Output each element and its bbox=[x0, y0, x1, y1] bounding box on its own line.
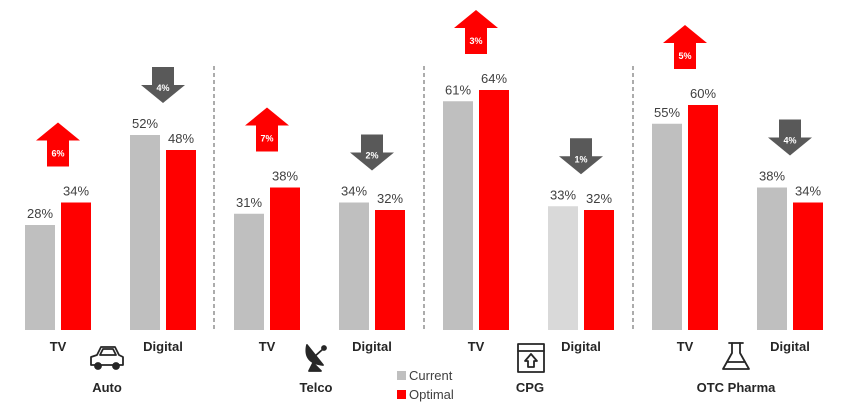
package-icon bbox=[517, 343, 545, 373]
legend-label-current: Current bbox=[409, 368, 453, 383]
data-label-current: 55% bbox=[654, 105, 680, 120]
data-label-current: 52% bbox=[132, 116, 158, 131]
bar-optimal bbox=[584, 210, 614, 330]
bar-current bbox=[234, 213, 264, 330]
category-label: Digital bbox=[770, 339, 810, 354]
group-label: Auto bbox=[92, 380, 122, 395]
change-label: 1% bbox=[574, 154, 587, 164]
bar-current bbox=[548, 206, 578, 330]
decrease-arrow: 2% bbox=[350, 134, 394, 171]
decrease-arrow: 1% bbox=[559, 138, 603, 175]
data-label-current: 28% bbox=[27, 206, 53, 221]
legend-label-optimal: Optimal bbox=[409, 387, 454, 402]
satellite-dish-icon bbox=[305, 344, 327, 372]
legend-swatch-optimal bbox=[397, 390, 406, 399]
bar-optimal bbox=[479, 90, 509, 330]
data-label-current: 33% bbox=[550, 187, 576, 202]
change-label: 5% bbox=[678, 51, 691, 61]
bar-current bbox=[757, 187, 787, 330]
group-label: CPG bbox=[516, 380, 544, 395]
change-label: 4% bbox=[156, 83, 169, 93]
increase-arrow: 5% bbox=[663, 25, 707, 69]
data-label-optimal: 64% bbox=[481, 71, 507, 86]
group-label: Telco bbox=[300, 380, 333, 395]
category-label: TV bbox=[259, 339, 276, 354]
category-label: TV bbox=[677, 339, 694, 354]
group-label: OTC Pharma bbox=[697, 380, 777, 395]
decrease-arrow: 4% bbox=[768, 119, 812, 156]
change-label: 2% bbox=[365, 151, 378, 161]
bar-optimal bbox=[270, 187, 300, 330]
bar-current bbox=[130, 135, 160, 330]
car-icon bbox=[90, 346, 124, 370]
data-label-optimal: 60% bbox=[690, 86, 716, 101]
change-label: 4% bbox=[783, 136, 796, 146]
data-label-optimal: 38% bbox=[272, 169, 298, 184]
data-label-current: 31% bbox=[236, 195, 262, 210]
data-label-optimal: 48% bbox=[168, 131, 194, 146]
bar-current bbox=[652, 123, 682, 330]
data-label-optimal: 32% bbox=[586, 191, 612, 206]
change-label: 7% bbox=[260, 134, 273, 144]
data-label-optimal: 34% bbox=[795, 184, 821, 199]
bar-optimal bbox=[61, 202, 91, 330]
change-label: 6% bbox=[51, 149, 64, 159]
change-label: 3% bbox=[469, 36, 482, 46]
legend-swatch-current bbox=[397, 371, 406, 380]
bar-optimal bbox=[688, 105, 718, 330]
data-label-current: 38% bbox=[759, 169, 785, 184]
bar-current bbox=[25, 225, 55, 330]
bar-optimal bbox=[793, 202, 823, 330]
category-label: Digital bbox=[561, 339, 601, 354]
category-label: Digital bbox=[143, 339, 183, 354]
increase-arrow: 6% bbox=[36, 122, 80, 167]
data-label-optimal: 32% bbox=[377, 191, 403, 206]
legend: Current Optimal bbox=[397, 368, 454, 402]
category-label: TV bbox=[50, 339, 67, 354]
data-label-current: 61% bbox=[445, 82, 471, 97]
bar-optimal bbox=[166, 150, 196, 330]
data-label-optimal: 34% bbox=[63, 184, 89, 199]
bar-current bbox=[443, 101, 473, 330]
flask-icon bbox=[722, 342, 750, 370]
increase-arrow: 7% bbox=[245, 107, 289, 152]
bar-optimal bbox=[375, 210, 405, 330]
data-label-current: 34% bbox=[341, 184, 367, 199]
increase-arrow: 3% bbox=[454, 10, 498, 54]
decrease-arrow: 4% bbox=[141, 67, 185, 103]
bar-current bbox=[339, 202, 369, 330]
category-label: TV bbox=[468, 339, 485, 354]
category-label: Digital bbox=[352, 339, 392, 354]
